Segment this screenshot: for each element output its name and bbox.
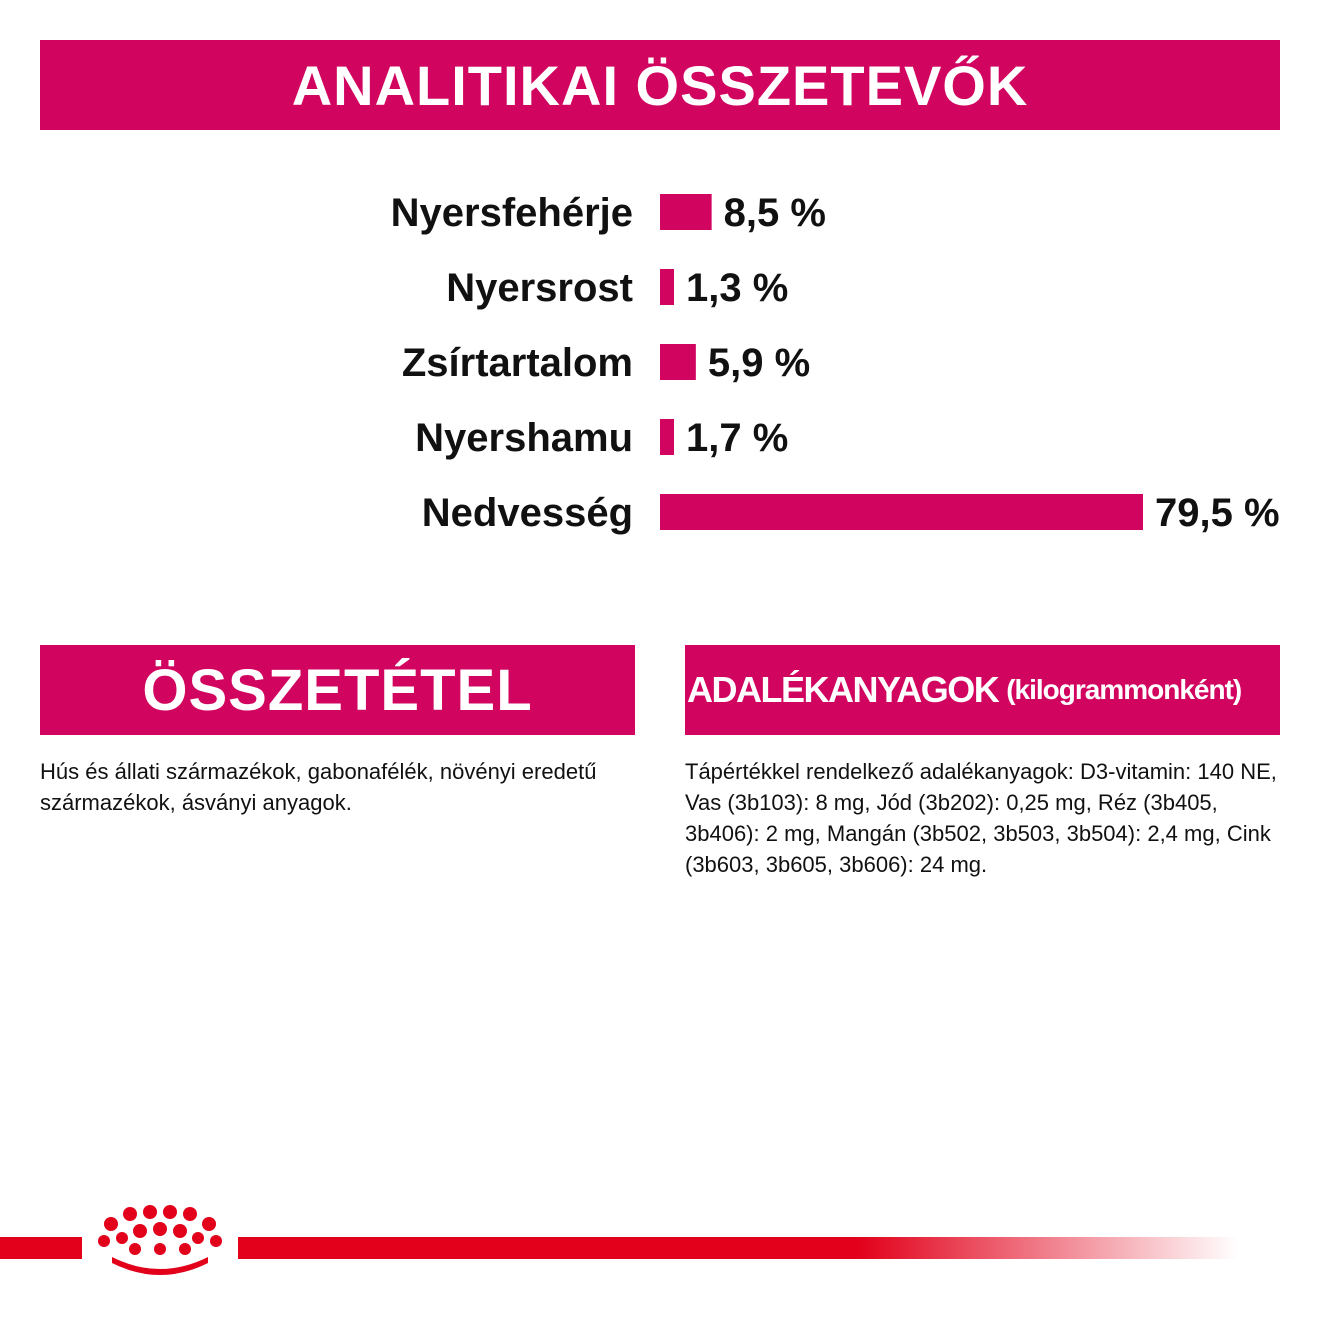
bar — [660, 494, 1143, 530]
analytics-heading-text: ANALITIKAI ÖSSZETEVŐK — [291, 53, 1029, 117]
bar — [660, 344, 696, 380]
value-label: 8,5 % — [724, 191, 826, 235]
additives-heading-subtext: (kilogrammonként) — [1006, 674, 1242, 705]
additives-text: Tápértékkel rendelkező adalékanyagok: D3… — [685, 759, 1277, 877]
analytics-heading: ANALITIKAI ÖSSZETEVŐK — [40, 40, 1280, 130]
category-label: Nyersrost — [446, 266, 633, 310]
footer-line-right — [238, 1237, 1238, 1259]
category-label: Nyersfehérje — [391, 191, 633, 235]
analytics-bar-chart: Nyersfehérje 8,5 % Nyersrost 1,3 % Zsírtarta… — [391, 191, 1280, 535]
category-label: Nyershamu — [415, 416, 633, 460]
additives-heading: ADALÉKANYAGOK (kilogrammonként) — [685, 645, 1280, 735]
category-label: Zsírtartalom — [402, 341, 633, 385]
composition-heading-text: ÖSSZETÉTEL — [142, 657, 533, 723]
value-label: 1,7 % — [686, 416, 788, 460]
bar — [660, 194, 712, 230]
composition-text: Hús és állati származékok, gabonafélék, … — [40, 759, 597, 815]
category-label: Nedvesség — [422, 491, 633, 535]
composition-heading: ÖSSZETÉTEL — [40, 645, 635, 735]
value-label: 5,9 % — [708, 341, 810, 385]
crown-icon — [98, 1205, 222, 1275]
value-label: 1,3 % — [686, 266, 788, 310]
value-label: 79,5 % — [1155, 491, 1280, 535]
additives-heading-text: ADALÉKANYAGOK — [687, 669, 1000, 710]
bar — [660, 269, 674, 305]
footer-line-left — [0, 1237, 82, 1259]
bar — [660, 419, 674, 455]
